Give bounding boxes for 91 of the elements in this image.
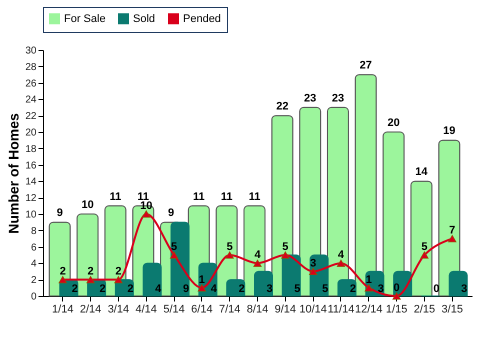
data-label: 4: [155, 283, 162, 295]
data-label: 11: [110, 190, 122, 203]
x-tick-label: 7/14: [218, 304, 240, 316]
data-label: 3: [310, 257, 316, 270]
point: [58, 276, 67, 284]
data-label: 11: [220, 190, 232, 203]
data-label: 2: [100, 283, 106, 295]
point: [281, 251, 290, 259]
y-tick-label: 12: [25, 193, 37, 204]
x-tick-label: 10/14: [299, 304, 327, 316]
y-tick-label: 14: [25, 176, 37, 188]
data-label: 0: [394, 282, 400, 294]
y-tick-label: 22: [25, 111, 37, 122]
data-label: 2: [350, 283, 356, 295]
data-label: 11: [248, 190, 260, 203]
data-label: 4: [210, 283, 218, 295]
x-tick-label: 3/15: [442, 304, 463, 316]
data-label: 5: [322, 283, 328, 295]
data-label: 5: [421, 241, 428, 253]
point: [142, 210, 150, 218]
x-tick-label: 3/14: [108, 304, 130, 316]
data-label: 1: [198, 274, 205, 286]
y-tick-label: 16: [25, 160, 37, 172]
data-label: 2: [60, 266, 66, 278]
y-tick-label: 26: [25, 78, 37, 90]
data-label: 2: [115, 266, 122, 278]
data-label: 2: [72, 283, 78, 295]
y-tick-label: 2: [30, 275, 37, 286]
data-label: 14: [415, 166, 428, 178]
y-tick-label: 24: [25, 94, 37, 106]
legend-label: For Sale: [64, 12, 106, 25]
data-label: 23: [332, 92, 344, 104]
data-label: 5: [294, 283, 300, 295]
data-label: 2: [127, 283, 134, 295]
data-label: 22: [276, 100, 288, 113]
y-tick-label: 0: [30, 292, 37, 302]
x-tick-label: 1/15: [386, 304, 408, 316]
data-label: 23: [304, 92, 316, 104]
x-tick-label: 5/14: [163, 304, 185, 316]
data-label: 20: [387, 117, 400, 129]
data-label: 3: [378, 283, 384, 295]
legend-label: Sold: [133, 12, 156, 25]
data-label: 10: [81, 199, 94, 211]
legend-label: Pended: [183, 12, 221, 25]
data-label: 27: [360, 60, 372, 72]
point: [364, 284, 373, 292]
data-label: 2: [88, 266, 94, 278]
data-label: 9: [182, 283, 190, 295]
point: [226, 251, 234, 259]
data-label: 4: [338, 249, 345, 262]
x-tick-label: 8/14: [246, 304, 268, 316]
x-tick-label: 9/14: [274, 304, 296, 316]
data-label: 11: [193, 190, 205, 203]
y-axis-title: Number of Homes: [5, 113, 22, 234]
y-tick-label: 30: [25, 46, 37, 56]
point: [308, 268, 318, 276]
data-label: 7: [449, 224, 456, 237]
point: [392, 292, 401, 300]
x-tick-label: 2/14: [80, 304, 102, 316]
point: [170, 251, 178, 259]
point: [86, 276, 95, 284]
y-tick-label: 10: [25, 210, 37, 220]
data-label: 4: [254, 249, 262, 262]
data-label: 3: [266, 283, 273, 295]
data-label: 2: [238, 283, 245, 295]
x-tick-label: 1/14: [52, 304, 74, 316]
y-tick-label: 8: [30, 226, 37, 237]
point: [114, 276, 123, 284]
x-tick-label: 2/15: [414, 304, 436, 316]
point: [198, 284, 206, 292]
point: [420, 251, 429, 259]
x-tick-label: 4/14: [136, 304, 157, 316]
x-tick-label: 11/14: [328, 304, 354, 316]
data-label: 9: [56, 207, 63, 220]
y-tick-label: 18: [25, 144, 37, 155]
y-tick-label: 6: [30, 242, 37, 254]
data-label: 1: [366, 274, 372, 286]
data-label: 19: [443, 125, 456, 138]
data-label: 5: [226, 241, 233, 253]
x-tick-label: 12/14: [355, 304, 383, 316]
point: [253, 260, 262, 267]
y-tick-label: 4: [30, 258, 37, 270]
x-tick-label: 6/14: [191, 304, 213, 316]
point: [448, 234, 456, 242]
y-tick-label: 28: [25, 62, 37, 73]
data-label: 5: [282, 241, 288, 253]
data-label: 3: [461, 283, 468, 295]
point: [336, 260, 346, 267]
y-tick-label: 20: [25, 128, 37, 138]
data-label: 5: [170, 241, 178, 253]
data-label: 9: [168, 207, 174, 220]
